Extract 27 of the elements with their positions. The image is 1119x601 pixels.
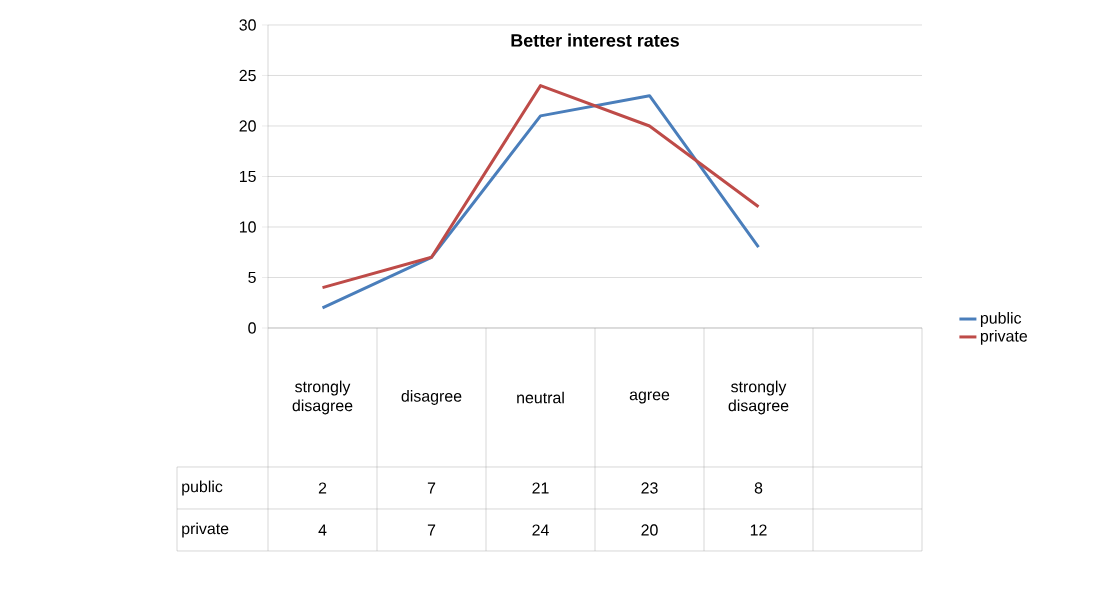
y-tick-label: 25 bbox=[239, 69, 256, 82]
legend-label: private bbox=[980, 329, 1028, 345]
data-label: 4 bbox=[318, 524, 327, 536]
data-label: 12 bbox=[750, 524, 767, 536]
data-label: 2 bbox=[318, 482, 327, 494]
x-tick-label: agree bbox=[629, 391, 670, 404]
data-label: 24 bbox=[532, 524, 549, 536]
text: private bbox=[182, 522, 229, 538]
data-label: 7 bbox=[427, 482, 436, 494]
data-label: 23 bbox=[641, 482, 658, 494]
x-tick-label: strongly disagree bbox=[728, 380, 789, 415]
y-tick-label: 0 bbox=[248, 322, 256, 334]
legend-label: public bbox=[980, 312, 1022, 327]
y-tick-label: 30 bbox=[239, 19, 256, 31]
data-label: 20 bbox=[641, 524, 658, 536]
y-tick-label: 15 bbox=[239, 170, 256, 183]
chart-title: Better interest rates bbox=[511, 33, 679, 47]
text: public bbox=[182, 480, 223, 496]
x-tick-label: disagree bbox=[401, 390, 462, 405]
y-tick-label: 10 bbox=[239, 221, 256, 233]
data-label: 7 bbox=[427, 524, 436, 536]
y-tick-label: 20 bbox=[239, 120, 256, 132]
x-tick-label: neutral bbox=[517, 391, 564, 404]
y-tick-label: 5 bbox=[248, 271, 256, 284]
data-label: 8 bbox=[754, 482, 763, 494]
x-tick-label: strongly disagree bbox=[292, 380, 353, 415]
data-label: 21 bbox=[532, 482, 549, 494]
